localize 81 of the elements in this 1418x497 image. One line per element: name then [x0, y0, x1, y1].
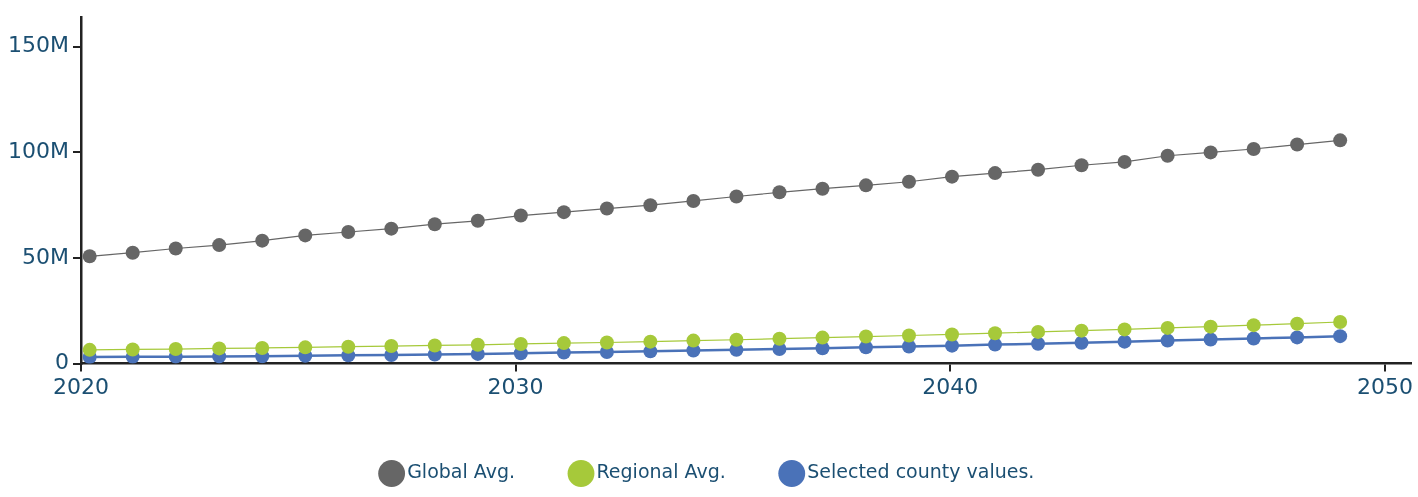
- point: [298, 340, 313, 355]
- point: [82, 249, 97, 264]
- point: [599, 201, 614, 216]
- point: [1203, 332, 1218, 347]
- point: [686, 333, 701, 348]
- point: [427, 217, 442, 232]
- point: [945, 327, 960, 342]
- point: [1031, 336, 1046, 351]
- point: [729, 189, 744, 204]
- point: [1246, 318, 1261, 333]
- point: [772, 331, 787, 346]
- point: [212, 341, 227, 356]
- point: [988, 326, 1003, 341]
- point: [1031, 324, 1046, 339]
- point: [1031, 162, 1046, 177]
- point: [643, 334, 658, 349]
- point: [901, 328, 916, 343]
- point: [341, 339, 356, 354]
- point: [1290, 330, 1305, 345]
- point: [1333, 133, 1348, 148]
- legend-label: Regional Avg.: [596, 460, 726, 483]
- legend-label: Selected county values.: [807, 460, 1035, 483]
- point: [168, 241, 183, 256]
- point: [1333, 329, 1348, 344]
- point: [255, 233, 270, 248]
- point: [1160, 320, 1175, 335]
- point: [643, 198, 658, 213]
- point: [82, 342, 97, 357]
- point: [815, 181, 830, 196]
- point: [945, 338, 960, 353]
- point: [988, 337, 1003, 352]
- point: [556, 205, 571, 220]
- point: [945, 169, 960, 184]
- point: [1246, 142, 1261, 156]
- point: [1160, 333, 1175, 348]
- point: [255, 340, 270, 355]
- point: [1117, 154, 1132, 169]
- x-tick-label: 2050: [1356, 373, 1413, 399]
- point: [341, 225, 356, 240]
- y-tick-label: 50M: [21, 243, 69, 269]
- point: [125, 245, 140, 260]
- point: [168, 342, 183, 357]
- x-tick-label: 2020: [52, 373, 109, 399]
- point: [513, 336, 528, 351]
- point: [384, 221, 399, 236]
- point: [1290, 137, 1305, 152]
- legend-label: Global Avg.: [407, 460, 516, 483]
- point: [1203, 319, 1218, 334]
- point: [513, 208, 528, 223]
- point: [901, 174, 916, 189]
- point: [686, 193, 701, 208]
- point: [1333, 314, 1348, 329]
- point: [384, 339, 399, 354]
- point: [427, 338, 442, 353]
- point: [1117, 322, 1132, 337]
- point: [1074, 158, 1089, 173]
- y-tick-label: 0: [54, 349, 69, 375]
- point: [858, 329, 873, 344]
- point: [556, 336, 571, 351]
- y-tick-label: 150M: [7, 32, 69, 58]
- point: [599, 335, 614, 350]
- point: [1074, 323, 1089, 338]
- point: [470, 213, 485, 228]
- point: [858, 178, 873, 193]
- point: [1290, 316, 1305, 331]
- point: [729, 332, 744, 347]
- point: [815, 330, 830, 345]
- point: [1203, 145, 1218, 160]
- point: [1074, 335, 1089, 350]
- point: [125, 342, 140, 357]
- point: [988, 166, 1003, 181]
- point: [1246, 331, 1261, 346]
- point: [298, 228, 313, 243]
- point: [470, 337, 485, 352]
- x-tick-label: 2040: [922, 373, 979, 399]
- y-tick-label: 100M: [7, 138, 69, 164]
- point: [1117, 334, 1132, 349]
- point: [212, 238, 227, 253]
- x-tick-label: 2030: [487, 373, 544, 399]
- point: [772, 185, 787, 200]
- point: [1160, 148, 1175, 163]
